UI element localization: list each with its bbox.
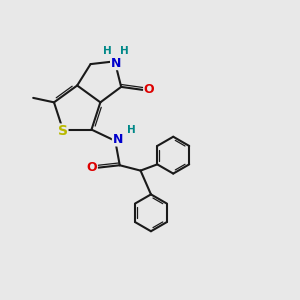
Text: N: N <box>112 133 123 146</box>
Text: N: N <box>111 57 121 70</box>
Text: O: O <box>144 83 154 96</box>
Text: H: H <box>120 46 128 56</box>
Text: H: H <box>103 46 111 56</box>
Text: O: O <box>86 161 97 174</box>
Text: S: S <box>58 124 68 138</box>
Text: H: H <box>127 124 136 135</box>
